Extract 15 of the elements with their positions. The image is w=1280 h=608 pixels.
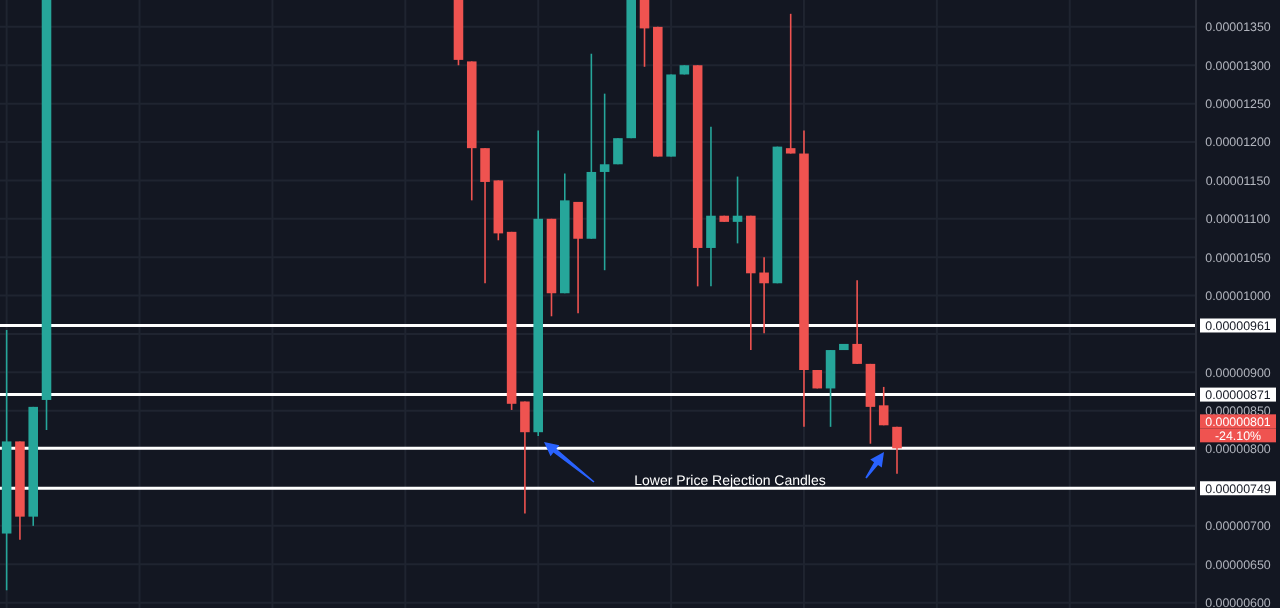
- candlestick: [480, 147, 490, 285]
- candlestick: [639, 0, 650, 68]
- candlestick: [732, 175, 743, 245]
- candlestick: [706, 125, 716, 288]
- candlestick: [892, 426, 902, 475]
- candlestick: [865, 363, 876, 445]
- candlestick: [825, 349, 836, 428]
- candlestick: [852, 279, 862, 365]
- candlestick: [573, 201, 583, 315]
- candlestick: [878, 386, 889, 427]
- candlestick: [520, 400, 530, 515]
- candlestick: [599, 92, 610, 272]
- candlestick: [759, 256, 769, 334]
- candlestick: [785, 13, 796, 155]
- candlestick: [613, 137, 623, 166]
